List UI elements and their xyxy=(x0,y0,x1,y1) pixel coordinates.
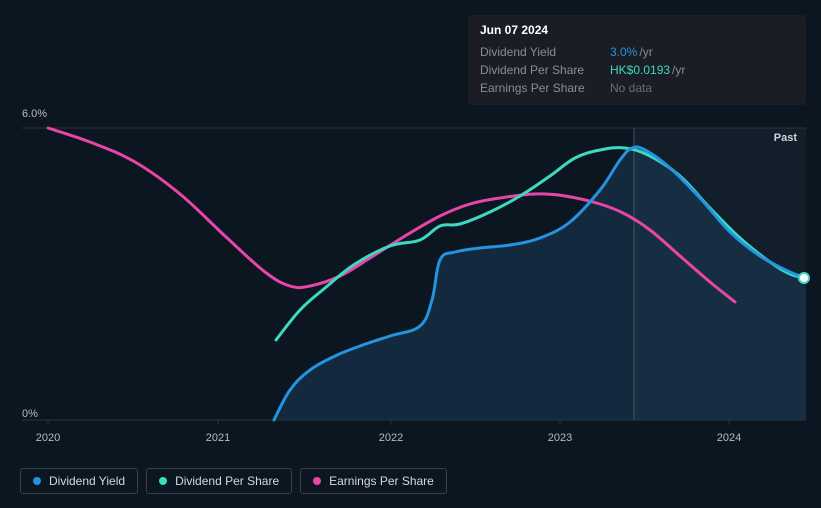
tooltip-row: Dividend Yield3.0% /yr xyxy=(480,43,794,61)
tooltip-unit: /yr xyxy=(672,63,685,77)
tooltip-label: Dividend Per Share xyxy=(480,63,610,77)
legend-label: Dividend Per Share xyxy=(175,474,279,488)
x-axis: 2020 2021 2022 2023 2024 xyxy=(0,432,821,452)
chart-legend: Dividend Yield Dividend Per Share Earnings… xyxy=(20,468,447,494)
x-axis-tick: 2022 xyxy=(379,432,403,444)
legend-dot-icon xyxy=(159,477,167,485)
x-axis-tick: 2021 xyxy=(206,432,230,444)
legend-dot-icon xyxy=(33,477,41,485)
x-axis-tick: 2020 xyxy=(36,432,60,444)
legend-label: Dividend Yield xyxy=(49,474,125,488)
legend-item-dividend-per-share[interactable]: Dividend Per Share xyxy=(146,468,292,494)
past-region-label: Past xyxy=(774,132,797,144)
tooltip-value: 3.0% xyxy=(610,45,637,59)
tooltip-value: HK$0.0193 xyxy=(610,63,670,77)
tooltip-label: Dividend Yield xyxy=(480,45,610,59)
legend-label: Earnings Per Share xyxy=(329,474,434,488)
x-axis-tick: 2024 xyxy=(717,432,741,444)
chart-tooltip: Jun 07 2024 Dividend Yield3.0% /yrDivide… xyxy=(468,15,806,105)
tooltip-row: Dividend Per ShareHK$0.0193 /yr xyxy=(480,61,794,79)
y-axis-min-label: 0% xyxy=(22,408,38,420)
tooltip-unit: /yr xyxy=(639,45,652,59)
y-axis-max-label: 6.0% xyxy=(22,108,47,120)
legend-dot-icon xyxy=(313,477,321,485)
tooltip-label: Earnings Per Share xyxy=(480,81,610,95)
tooltip-value: No data xyxy=(610,81,652,95)
legend-item-earnings-per-share[interactable]: Earnings Per Share xyxy=(300,468,447,494)
tooltip-date: Jun 07 2024 xyxy=(480,23,794,43)
legend-item-dividend-yield[interactable]: Dividend Yield xyxy=(20,468,138,494)
tooltip-row: Earnings Per ShareNo data xyxy=(480,79,794,97)
x-axis-tick: 2023 xyxy=(548,432,572,444)
